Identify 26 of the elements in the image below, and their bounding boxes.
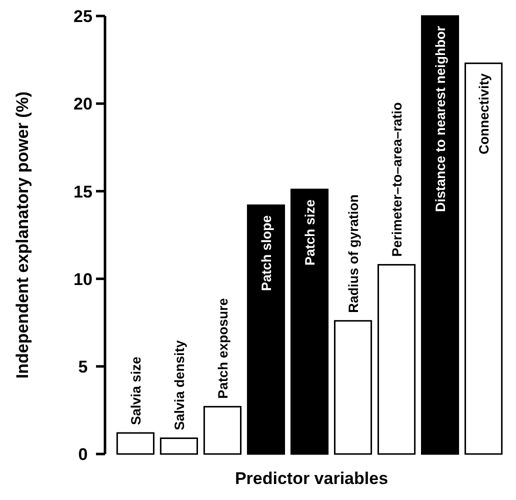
x-axis-title: Predictor variables bbox=[234, 469, 388, 488]
x-tick-label: Perimeter–to–area–ratio bbox=[389, 102, 404, 257]
y-tick-label: 5 bbox=[78, 358, 88, 377]
x-tick-label: Salvia density bbox=[172, 340, 187, 430]
bar bbox=[160, 437, 198, 455]
y-tick-label: 0 bbox=[78, 445, 88, 464]
y-tick-label: 20 bbox=[74, 94, 92, 114]
y-tick-label: 25 bbox=[74, 7, 92, 26]
x-tick-label: Connectivity bbox=[476, 72, 492, 154]
x-tick-label: Distance to nearest neighbor bbox=[432, 25, 448, 212]
y-tick-label: 10 bbox=[74, 270, 92, 289]
bar bbox=[464, 62, 503, 455]
y-axis-title: Independent explanatory power (%) bbox=[13, 91, 32, 379]
x-tick-label: Patch exposure bbox=[215, 298, 230, 399]
y-tick-label: 15 bbox=[74, 182, 92, 202]
x-tick-label: Salvia size bbox=[128, 356, 144, 425]
bar bbox=[378, 264, 416, 455]
x-tick-label: Radius of gyration bbox=[346, 194, 361, 313]
bar bbox=[116, 432, 154, 455]
bar bbox=[290, 188, 329, 455]
bar bbox=[203, 406, 242, 455]
bar bbox=[246, 204, 286, 455]
x-tick-label: Patch size bbox=[302, 198, 318, 266]
bar bbox=[334, 320, 372, 455]
bar bbox=[421, 15, 460, 455]
x-tick-label: Patch slope bbox=[258, 214, 274, 291]
